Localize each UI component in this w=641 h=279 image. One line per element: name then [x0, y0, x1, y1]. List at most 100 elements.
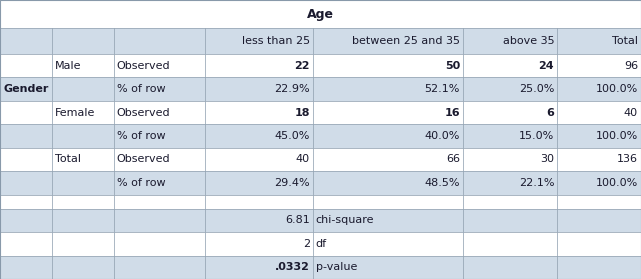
Bar	[463, 232, 557, 256]
Bar	[204, 171, 313, 194]
Bar	[0, 209, 53, 232]
Bar	[204, 256, 313, 279]
Text: 52.1%: 52.1%	[424, 84, 460, 94]
Bar	[53, 256, 114, 279]
Bar	[463, 148, 557, 171]
Bar	[463, 171, 557, 194]
Bar	[204, 28, 313, 54]
Text: 18: 18	[294, 107, 310, 117]
Text: 22.9%: 22.9%	[274, 84, 310, 94]
Bar	[53, 77, 114, 101]
Text: p-value: p-value	[316, 262, 357, 272]
Text: Total: Total	[612, 36, 638, 46]
Text: 96: 96	[624, 61, 638, 71]
Bar	[204, 209, 313, 232]
Bar	[53, 101, 114, 124]
Bar	[557, 171, 641, 194]
Bar	[0, 232, 53, 256]
Text: Observed: Observed	[117, 107, 171, 117]
Text: 66: 66	[446, 155, 460, 164]
Text: 15.0%: 15.0%	[519, 131, 554, 141]
Bar	[463, 28, 557, 54]
Text: 16: 16	[444, 107, 460, 117]
Bar	[0, 54, 53, 77]
Bar	[0, 194, 53, 209]
Bar	[204, 77, 313, 101]
Text: chi-square: chi-square	[316, 215, 374, 225]
Bar	[557, 194, 641, 209]
Text: 6.81: 6.81	[285, 215, 310, 225]
Bar	[463, 77, 557, 101]
Bar	[0, 28, 53, 54]
Text: % of row: % of row	[117, 131, 165, 141]
Bar	[313, 194, 463, 209]
Bar	[0, 0, 641, 28]
Bar	[204, 54, 313, 77]
Text: 30: 30	[540, 155, 554, 164]
Text: 24: 24	[538, 61, 554, 71]
Bar	[53, 54, 114, 77]
Bar	[114, 77, 204, 101]
Text: % of row: % of row	[117, 178, 165, 188]
Text: 100.0%: 100.0%	[595, 178, 638, 188]
Bar	[313, 101, 463, 124]
Text: 40: 40	[296, 155, 310, 164]
Bar	[463, 256, 557, 279]
Bar	[204, 148, 313, 171]
Bar	[204, 101, 313, 124]
Text: 100.0%: 100.0%	[595, 84, 638, 94]
Text: 6: 6	[546, 107, 554, 117]
Text: 22: 22	[294, 61, 310, 71]
Text: 40: 40	[624, 107, 638, 117]
Text: Female: Female	[55, 107, 96, 117]
Bar	[557, 28, 641, 54]
Bar	[114, 256, 204, 279]
Bar	[313, 209, 463, 232]
Bar	[557, 209, 641, 232]
Bar	[204, 232, 313, 256]
Text: 100.0%: 100.0%	[595, 131, 638, 141]
Text: Gender: Gender	[3, 84, 48, 94]
Text: 22.1%: 22.1%	[519, 178, 554, 188]
Bar	[0, 77, 53, 101]
Bar	[463, 194, 557, 209]
Text: .0332: .0332	[275, 262, 310, 272]
Text: 29.4%: 29.4%	[274, 178, 310, 188]
Bar	[463, 101, 557, 124]
Bar	[557, 256, 641, 279]
Text: 45.0%: 45.0%	[274, 131, 310, 141]
Bar	[313, 124, 463, 148]
Text: less than 25: less than 25	[242, 36, 310, 46]
Bar	[114, 101, 204, 124]
Bar	[114, 28, 204, 54]
Bar	[114, 194, 204, 209]
Text: 25.0%: 25.0%	[519, 84, 554, 94]
Bar	[557, 101, 641, 124]
Bar	[114, 148, 204, 171]
Text: above 35: above 35	[503, 36, 554, 46]
Bar	[557, 77, 641, 101]
Bar	[114, 232, 204, 256]
Bar	[0, 256, 53, 279]
Bar	[114, 209, 204, 232]
Text: Age: Age	[307, 8, 334, 21]
Bar	[557, 124, 641, 148]
Bar	[114, 124, 204, 148]
Bar	[463, 124, 557, 148]
Bar	[0, 171, 53, 194]
Bar	[557, 54, 641, 77]
Text: 50: 50	[445, 61, 460, 71]
Bar	[114, 171, 204, 194]
Bar	[557, 148, 641, 171]
Bar	[0, 124, 53, 148]
Bar	[313, 171, 463, 194]
Bar	[313, 77, 463, 101]
Bar	[204, 124, 313, 148]
Bar	[53, 171, 114, 194]
Bar	[53, 194, 114, 209]
Text: 136: 136	[617, 155, 638, 164]
Text: between 25 and 35: between 25 and 35	[352, 36, 460, 46]
Bar	[0, 101, 53, 124]
Bar	[53, 148, 114, 171]
Bar	[557, 232, 641, 256]
